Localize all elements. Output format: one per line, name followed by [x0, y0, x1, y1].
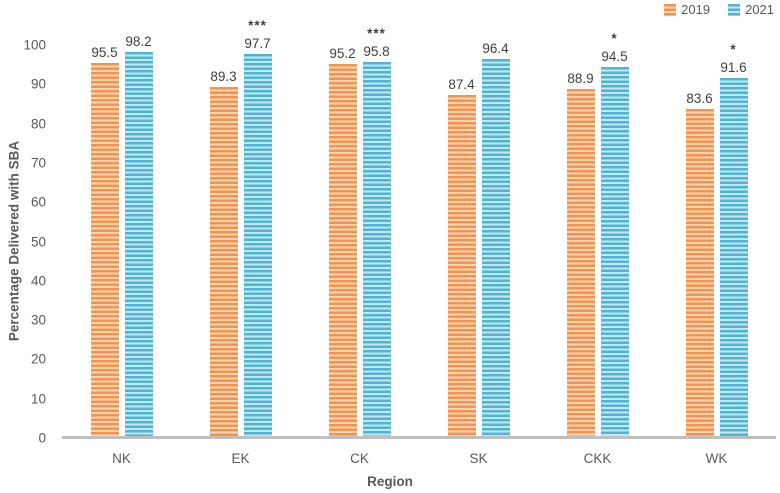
bar-group-EK: 89.3 *** 97.7 EK [181, 18, 300, 466]
data-label-value: 91.6 [720, 60, 747, 76]
data-label-value: 83.6 [686, 91, 713, 107]
bar-2021-WK: * 91.6 [719, 42, 748, 438]
data-label: 87.4 [448, 77, 474, 92]
x-category-label: WK [705, 451, 728, 466]
legend: 2019 2021 [664, 2, 774, 17]
y-tick-label: 100 [23, 37, 46, 53]
bar-2021-CK: *** 95.8 [362, 26, 391, 438]
y-tick-label: 50 [30, 234, 46, 249]
data-label: * 94.5 [601, 31, 627, 64]
data-label-value: 89.3 [210, 69, 237, 85]
bar-2019-NK: 95.5 [90, 45, 119, 438]
data-label-value: 95.2 [329, 45, 356, 61]
data-label: 96.4 [482, 41, 508, 56]
significance-marker: *** [367, 25, 386, 41]
bar-2019-EK: 89.3 [209, 69, 238, 438]
y-tick-label: 60 [30, 194, 46, 210]
bar-2019-CK: 95.2 [328, 46, 357, 438]
bar-2019-WK: 83.6 [685, 91, 714, 438]
x-category-label: CK [350, 451, 369, 466]
significance-marker: * [730, 42, 737, 58]
data-label: * 91.6 [720, 42, 746, 75]
data-label-value: 94.5 [601, 48, 628, 64]
x-axis-line [62, 436, 776, 439]
plot-area: 95.5 98.2 NK 89.3 *** 97.7 EK 95.2 *** 95.8 CK 87.4… [62, 18, 776, 466]
data-label: 83.6 [686, 91, 712, 106]
data-label: *** 95.8 [363, 26, 389, 59]
bar-2019-SK: 87.4 [447, 77, 476, 438]
data-label-value: 95.5 [91, 44, 118, 60]
y-tick-label: 80 [30, 116, 46, 132]
y-tick-label: 90 [30, 76, 46, 92]
y-axis-tick-labels: 0 10 20 30 40 50 60 70 80 90 100 [0, 38, 46, 446]
data-label: *** 97.7 [244, 18, 270, 51]
data-label: 95.5 [91, 45, 117, 60]
y-tick-label: 10 [30, 391, 46, 407]
data-label-value: 98.2 [125, 34, 152, 50]
data-label: 88.9 [567, 71, 593, 86]
bar-groups: 95.5 98.2 NK 89.3 *** 97.7 EK 95.2 *** 95.8 CK 87.4… [62, 18, 776, 466]
y-tick-label: 0 [38, 430, 46, 446]
x-category-label: NK [112, 451, 131, 466]
data-label-value: 95.8 [363, 43, 390, 59]
x-category-label: SK [469, 451, 488, 466]
bar-2021-CKK: * 94.5 [600, 31, 629, 438]
legend-label: 2021 [745, 2, 774, 17]
legend-item-2019: 2019 [664, 2, 710, 17]
legend-label: 2019 [681, 2, 711, 17]
bar-group-WK: 83.6 * 91.6 WK [657, 42, 776, 466]
data-label-value: 87.4 [448, 76, 475, 92]
legend-swatch-icon [664, 3, 677, 16]
bar-group-SK: 87.4 96.4 SK [419, 41, 538, 466]
legend-item-2021: 2021 [728, 2, 774, 17]
y-tick-label: 30 [30, 312, 46, 328]
data-label-value: 97.7 [244, 36, 271, 52]
bar-2019-CKK: 88.9 [566, 71, 595, 438]
data-label: 89.3 [210, 69, 236, 84]
x-axis-title: Region [367, 474, 413, 489]
bar-group-CKK: 88.9 * 94.5 CKK [538, 31, 657, 466]
legend-swatch-icon [728, 3, 741, 16]
y-tick-label: 20 [30, 351, 46, 367]
bar-group-CK: 95.2 *** 95.8 CK [300, 26, 419, 466]
x-category-label: CKK [583, 451, 612, 466]
y-tick-label: 70 [30, 155, 46, 171]
x-category-label: EK [231, 451, 250, 466]
significance-marker: * [611, 30, 618, 46]
bar-group-NK: 95.5 98.2 NK [62, 34, 181, 466]
data-label-value: 88.9 [567, 70, 594, 86]
y-tick-label: 40 [30, 273, 46, 289]
significance-marker: *** [248, 18, 267, 34]
data-label: 98.2 [125, 34, 151, 49]
bar-2021-EK: *** 97.7 [243, 18, 272, 438]
data-label: 95.2 [329, 46, 355, 61]
data-label-value: 96.4 [482, 41, 509, 57]
bar-2021-NK: 98.2 [124, 34, 153, 438]
bar-2021-SK: 96.4 [481, 41, 510, 438]
